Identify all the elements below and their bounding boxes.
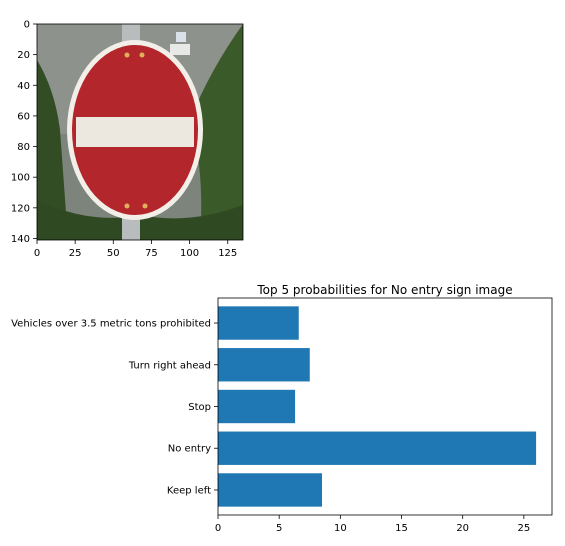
sign-rivet: [139, 52, 145, 58]
y-tick-label: 140: [11, 234, 30, 245]
y-tick-label: 0: [24, 20, 30, 31]
x-tick-label: 125: [218, 248, 237, 259]
bar-chart-panel: Top 5 probabilities for No entry sign im…: [11, 283, 553, 534]
y-tick-label: 40: [17, 81, 30, 92]
sign-bar: [76, 117, 194, 147]
y-tick-label: 60: [17, 111, 30, 122]
y-tick-label: 100: [11, 173, 30, 184]
y-tick-label: 20: [17, 50, 30, 61]
foliage-left: [37, 60, 68, 240]
bar: [218, 306, 299, 340]
x-tick-label: 25: [69, 248, 82, 259]
chart-title: Top 5 probabilities for No entry sign im…: [256, 283, 512, 297]
bar: [218, 431, 537, 465]
x-tick-label: 75: [145, 248, 158, 259]
category-label: Turn right ahead: [128, 360, 211, 371]
x-tick-label: 0: [34, 248, 40, 259]
y-tick-label: 120: [11, 203, 30, 214]
bar: [218, 473, 322, 507]
bar: [218, 348, 310, 382]
category-label: Vehicles over 3.5 metric tons prohibited: [11, 319, 211, 330]
sign-sticker: [170, 44, 190, 55]
x-tick-label: 25: [517, 523, 530, 534]
sign-sticker-2: [176, 32, 186, 42]
image-axis-ticks: 0 25 50 75 100 125 0 20 40 60 80 100 120 140: [11, 20, 237, 260]
image-panel: 0 25 50 75 100 125 0 20 40 60 80 100 120 140: [11, 20, 244, 260]
foliage-right: [190, 24, 243, 240]
bar: [218, 389, 296, 424]
sign-rivet: [124, 52, 130, 58]
sign-rivet: [142, 203, 148, 209]
sign-rivet: [124, 203, 130, 209]
category-label: Keep left: [167, 485, 211, 496]
x-tick-label: 50: [107, 248, 120, 259]
x-tick-label: 10: [334, 523, 347, 534]
category-label: No entry: [168, 444, 211, 455]
x-tick-label: 0: [215, 523, 221, 534]
x-tick-label: 20: [456, 523, 469, 534]
bar-series: [218, 306, 537, 507]
x-tick-label: 5: [276, 523, 282, 534]
image-frame: [36, 23, 244, 241]
bar-axis-ticks: Keep left No entry Stop Turn right ahead Veh…: [11, 319, 530, 534]
x-tick-label: 15: [395, 523, 408, 534]
y-tick-label: 80: [17, 142, 30, 153]
x-tick-label: 100: [180, 248, 199, 259]
category-label: Stop: [188, 402, 211, 413]
